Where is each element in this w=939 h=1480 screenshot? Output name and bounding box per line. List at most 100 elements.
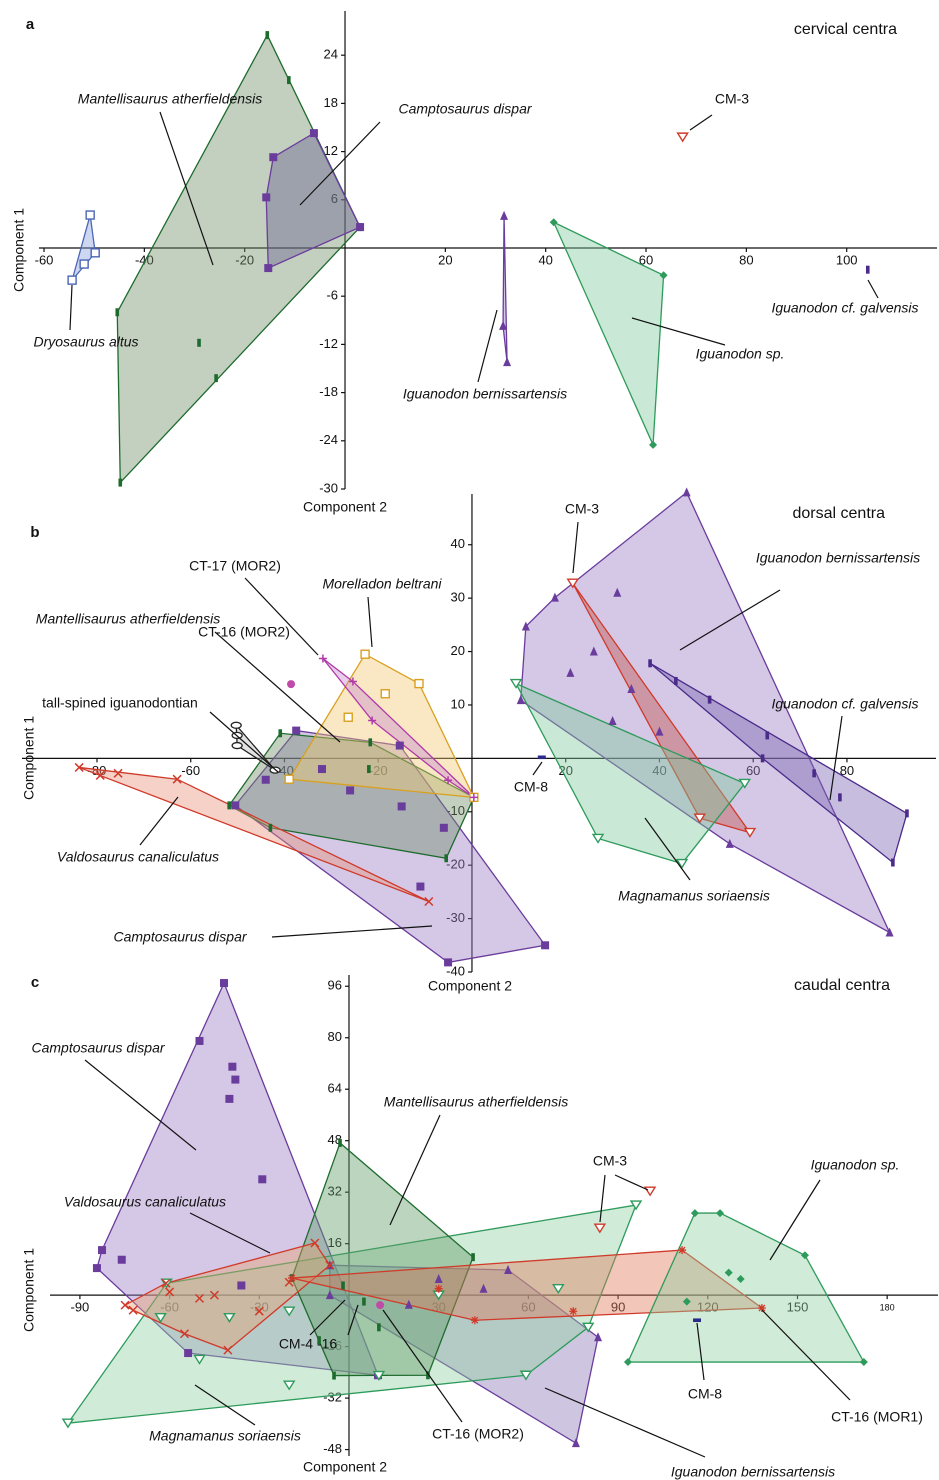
- series-label: Mantellisaurus atherfieldensis: [36, 611, 220, 627]
- series-label: CT-16 (MOR2): [198, 624, 290, 640]
- x-axis-label: Component 2: [303, 499, 387, 515]
- data-point: [368, 738, 372, 746]
- series-label: Iguanodon cf. galvensis: [771, 300, 918, 316]
- series-label: CM-3: [565, 501, 599, 517]
- data-point: [648, 659, 652, 667]
- y-tick-label: 80: [328, 1029, 342, 1044]
- data-point: [500, 211, 508, 220]
- panel-title: caudal centra: [794, 977, 890, 994]
- data-point: [86, 211, 94, 219]
- data-point: [220, 979, 228, 987]
- data-point: [98, 1246, 106, 1254]
- x-tick-label: -60: [181, 763, 200, 778]
- data-point: [381, 690, 389, 698]
- leader-line: [478, 310, 497, 382]
- data-point: [396, 742, 404, 750]
- series-label: Valdosaurus canaliculatus: [64, 1194, 226, 1210]
- y-tick-label: 30: [451, 590, 465, 605]
- data-point: [444, 854, 448, 862]
- data-point: [674, 677, 678, 685]
- annotation: CM-4 -16: [279, 1336, 338, 1352]
- y-axis-label: Component 1: [21, 716, 37, 800]
- data-point: [866, 266, 870, 274]
- y-tick-label: 64: [328, 1081, 342, 1096]
- data-point: [265, 31, 269, 39]
- series-label: Iguanodon bernissartensis: [756, 550, 920, 566]
- data-point: [649, 441, 657, 449]
- data-point: [197, 339, 201, 347]
- y-tick-label: -48: [323, 1441, 342, 1456]
- data-point: [838, 793, 842, 801]
- series-label: tall-spined iguanodontian: [42, 695, 198, 711]
- series-label: CM-3: [715, 91, 749, 107]
- data-point: [269, 824, 273, 832]
- data-point: [262, 776, 270, 784]
- series-label: Iguanodon bernissartensis: [671, 1464, 835, 1480]
- series-label: CM-3: [593, 1153, 627, 1169]
- data-point: [471, 1253, 475, 1261]
- data-point: [693, 1318, 701, 1322]
- y-tick-label: 40: [451, 536, 465, 551]
- leader-line: [690, 115, 712, 130]
- data-point: [398, 802, 406, 810]
- y-tick-label: 20: [451, 643, 465, 658]
- series-label: Mantellisaurus atherfieldensis: [78, 91, 262, 107]
- figure: -60-40-20204060801002418126-6-12-18-24-3…: [0, 0, 939, 1480]
- y-axis-label: Component 1: [11, 208, 27, 292]
- data-point: [905, 809, 909, 817]
- data-point: [292, 727, 300, 735]
- data-point: [262, 193, 270, 201]
- data-point: [214, 374, 218, 382]
- series-label: Iguanodon sp.: [696, 346, 785, 362]
- y-tick-label: -12: [319, 336, 338, 351]
- y-tick-label: -18: [319, 384, 338, 399]
- data-point: [415, 680, 423, 688]
- y-tick-label: 10: [451, 696, 465, 711]
- x-axis-label: Component 2: [303, 1459, 387, 1475]
- data-point: [541, 941, 549, 949]
- data-point: [237, 1281, 245, 1289]
- data-point: [377, 1323, 381, 1331]
- data-point: [440, 824, 448, 832]
- data-point: [318, 765, 326, 773]
- leader-line: [368, 597, 372, 647]
- data-point: [258, 1175, 266, 1183]
- data-point: [231, 1076, 239, 1084]
- data-point: [287, 76, 291, 84]
- panel-letter: a: [26, 16, 35, 33]
- data-point: [346, 786, 354, 794]
- data-point: [231, 801, 239, 809]
- data-point: [361, 650, 369, 658]
- data-point: [118, 479, 122, 487]
- data-point: [471, 1316, 479, 1324]
- data-point: [195, 1037, 203, 1045]
- series-label: Iguanodon sp.: [811, 1157, 900, 1173]
- panel-title: cervical centra: [794, 21, 897, 38]
- leader-line: [70, 285, 72, 330]
- data-point: [228, 1063, 236, 1071]
- leader-line: [573, 522, 578, 573]
- x-tick-label: 20: [438, 252, 452, 267]
- x-tick-label: -60: [35, 252, 54, 267]
- series-label: Camptosaurus dispar: [31, 1040, 165, 1056]
- data-point: [503, 357, 511, 366]
- x-axis-label: Component 2: [428, 978, 512, 994]
- data-point: [115, 308, 119, 316]
- series-label: Dryosaurus altus: [33, 334, 138, 350]
- data-point: [376, 1301, 384, 1309]
- y-axis-label: Component 1: [21, 1248, 37, 1332]
- leader-line: [210, 712, 278, 772]
- series-label: Camptosaurus dispar: [398, 101, 532, 117]
- leader-line: [615, 1175, 648, 1190]
- data-point: [231, 722, 241, 728]
- data-point: [269, 153, 277, 161]
- series-label: Magnamanus soriaensis: [618, 888, 770, 904]
- y-tick-label: 96: [328, 978, 342, 993]
- data-point: [758, 1304, 766, 1312]
- data-point: [91, 249, 99, 257]
- leader-line: [245, 578, 318, 655]
- x-tick-label: 40: [538, 252, 552, 267]
- series-label: Mantellisaurus atherfieldensis: [384, 1094, 568, 1110]
- data-point: [225, 1095, 233, 1103]
- data-point: [288, 1274, 296, 1282]
